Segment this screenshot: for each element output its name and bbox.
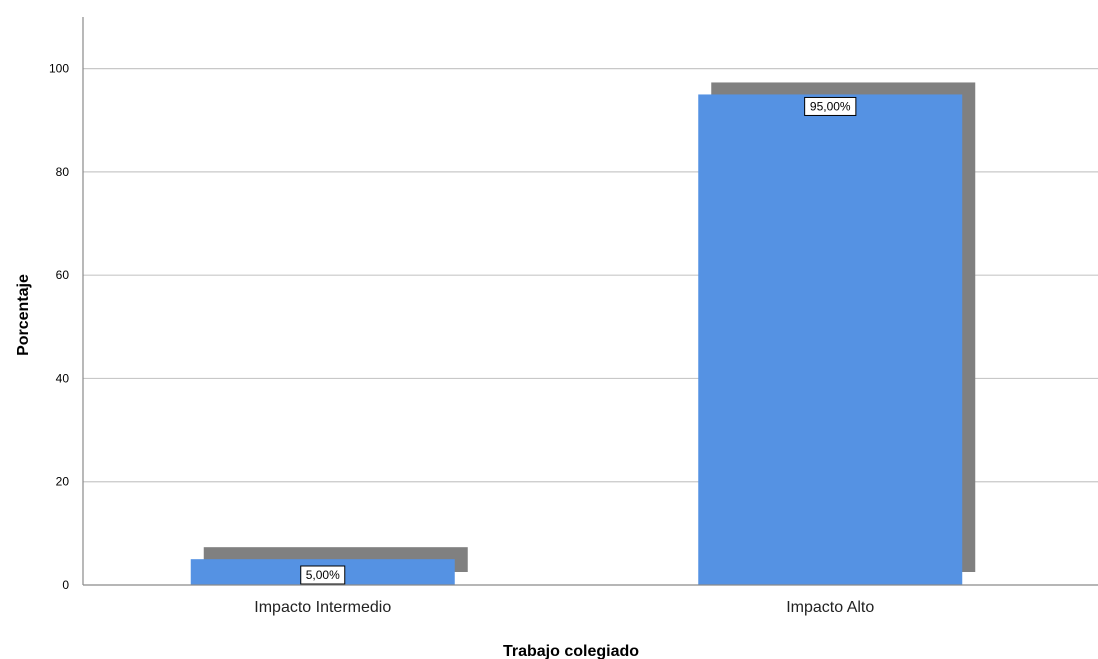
data-label-box <box>300 565 346 585</box>
axes <box>82 17 1098 586</box>
y-tick-label: 80 <box>56 165 70 179</box>
y-axis-title: Porcentaje <box>15 274 32 356</box>
y-tick-label: 20 <box>56 475 70 489</box>
x-category-labels: Impacto Intermedio Impacto Alto <box>254 599 874 616</box>
y-tick-label: 40 <box>56 371 70 385</box>
x-category-label: Impacto Alto <box>786 599 874 616</box>
y-tick-label: 60 <box>56 268 70 282</box>
bars: 5,00% 95,00% <box>190 82 976 586</box>
y-tick-label: 0 <box>62 578 69 592</box>
data-label: 5,00% <box>306 568 340 582</box>
data-label: 95,00% <box>810 99 851 113</box>
y-tick-label: 100 <box>49 62 69 76</box>
y-tick-labels: 0 20 40 60 80 100 <box>49 62 69 592</box>
data-label-box <box>804 96 857 116</box>
x-axis-title: Trabajo colegiado <box>503 643 639 659</box>
bar <box>698 94 963 586</box>
x-category-label: Impacto Intermedio <box>254 599 391 616</box>
